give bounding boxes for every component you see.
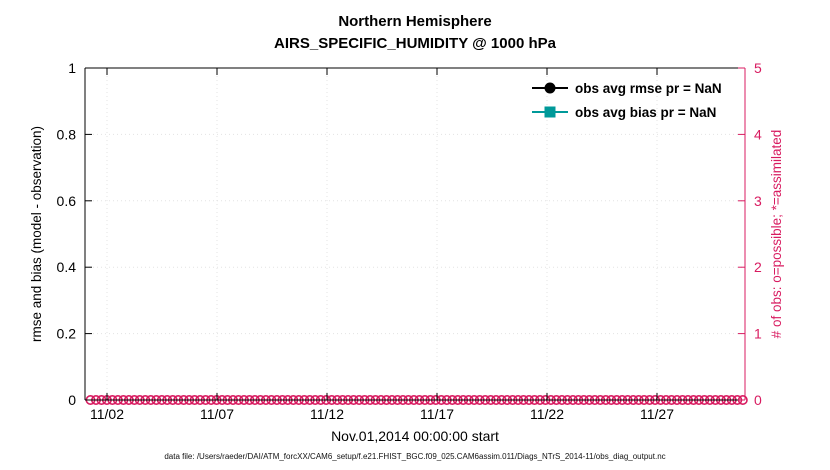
chart-title: Northern Hemisphere (338, 13, 492, 30)
x-tick-label: 11/17 (420, 406, 454, 422)
data-file-caption: data file: /Users/raeder/DAI/ATM_forcXX/… (164, 452, 666, 461)
x-tick-label: 11/02 (90, 406, 124, 422)
x-tick-label: 11/22 (530, 406, 564, 422)
legend-circle-marker-icon (532, 82, 568, 94)
legend: obs avg rmse pr = NaN obs avg bias pr = N… (531, 76, 722, 124)
y-right-tick-label: 3 (754, 193, 762, 209)
legend-label: obs avg bias pr = NaN (575, 104, 717, 120)
y-right-tick-label: 5 (754, 60, 762, 76)
x-axis-label: Nov.01,2014 00:00:00 start (331, 428, 499, 444)
y-right-tick-label: 0 (754, 392, 762, 408)
grid-lines (85, 67, 745, 401)
y-left-tick-label: 0.2 (57, 326, 77, 342)
x-tick-label: 11/12 (310, 406, 344, 422)
y-left-tick-label: 0.4 (57, 259, 77, 275)
y-left-tick-label: 0.8 (57, 126, 77, 142)
x-tick-label: 11/07 (200, 406, 234, 422)
y-left-tick-label: 1 (68, 60, 76, 76)
chart-subtitle: AIRS_SPECIFIC_HUMIDITY @ 1000 hPa (274, 35, 556, 52)
y-right-tick-label: 1 (754, 326, 762, 342)
y-right-tick-label: 4 (754, 126, 762, 142)
y-left-tick-label: 0.6 (57, 193, 77, 209)
legend-label: obs avg rmse pr = NaN (575, 80, 722, 96)
y-left-tick-label: 0 (68, 392, 76, 408)
legend-entry: obs avg bias pr = NaN (531, 100, 722, 124)
axes: 11/02 11/07 11/12 11/17 11/22 11/27 0 0.2 0.4 0.6… (57, 60, 762, 422)
y-axis-label-left: rmse and bias (model - observation) (29, 125, 44, 343)
legend-entry: obs avg rmse pr = NaN (531, 76, 722, 100)
x-tick-label: 11/27 (640, 406, 674, 422)
y-right-tick-label: 2 (754, 259, 762, 275)
legend-square-marker-icon (532, 106, 568, 118)
y-axis-label-right: # of obs: o=possible; *=assimilated (769, 129, 784, 339)
